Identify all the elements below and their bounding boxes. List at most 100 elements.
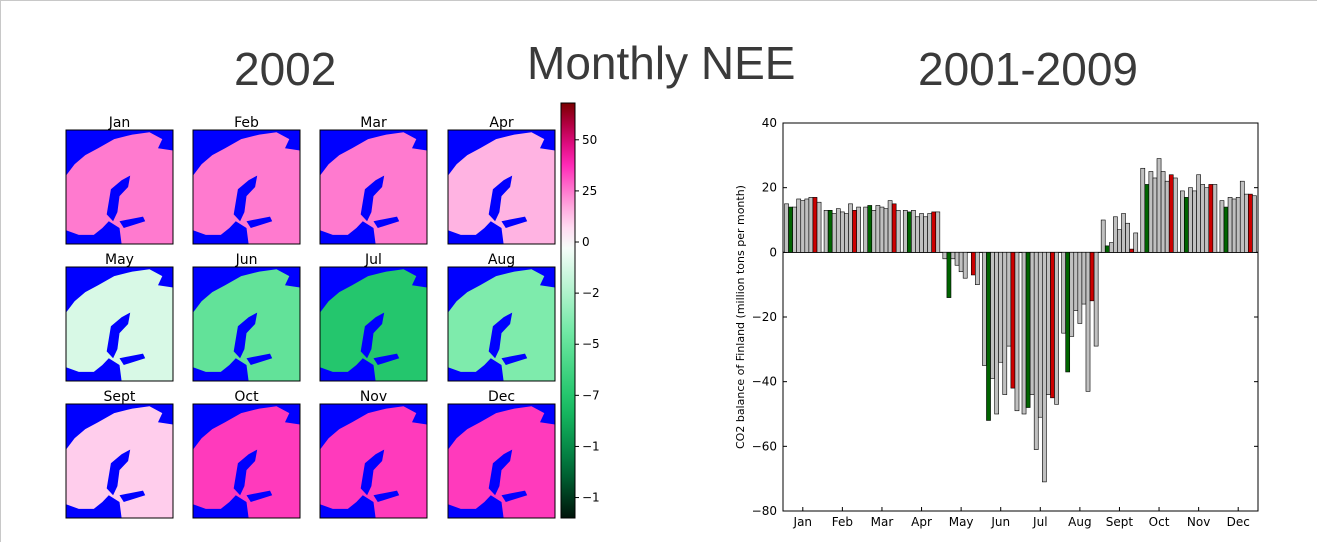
bar-sept-2007 (1125, 222, 1130, 253)
bar-aug-2004 (1073, 252, 1079, 311)
bar-jul-2003 (1029, 252, 1035, 395)
x-tick-label: Aug (1068, 515, 1091, 529)
map-frame (319, 403, 428, 519)
bar-dec-2004 (1231, 198, 1237, 253)
bar-mar-2002 (867, 205, 873, 253)
bar-nov-2007 (1204, 187, 1210, 253)
monthly-nee-map-grid: Jan Feb Mar Apr May Jun Jul Aug Sept Oct Nov Dec 50 2… (65, 102, 600, 519)
map-gulf-of-bothnia (360, 449, 385, 496)
bar-may-2005 (958, 252, 964, 273)
bar-jan-2004 (796, 198, 802, 253)
bar-jan-2002 (788, 206, 793, 253)
bar-may-2003 (950, 252, 956, 260)
bar-aug-2007 (1085, 252, 1091, 392)
map-frame (447, 403, 556, 519)
bar-nov-2001 (1180, 190, 1185, 253)
colorbar-tick-label: 0 (582, 235, 590, 249)
map-gulf-of-bothnia (360, 175, 385, 222)
bar-jun-2003 (990, 252, 995, 379)
map-panel-title: Jan (108, 115, 131, 131)
map-gulf-of-finland (119, 353, 146, 365)
map-panel-dec: Dec (447, 389, 556, 519)
map-panel-title: Mar (360, 115, 387, 131)
map-panel-title: Dec (488, 389, 515, 405)
y-tick-label: 40 (762, 116, 777, 130)
bar-nov-2009 (1212, 184, 1218, 253)
x-tick-label: Jan (793, 515, 813, 529)
bar-apr-2003 (911, 210, 916, 253)
y-tick-label: 20 (762, 181, 777, 195)
bar-apr-2006 (923, 216, 928, 253)
bar-nov-2004 (1192, 190, 1197, 253)
map-panel-title: Feb (234, 115, 259, 131)
map-frame (192, 129, 301, 245)
y-tick-label: −60 (752, 439, 777, 453)
map-panel-title: Aug (488, 252, 515, 268)
y-tick-label: −40 (752, 375, 777, 389)
bar-apr-2008 (931, 211, 937, 253)
bar-jul-2009 (1054, 252, 1059, 405)
bar-jan-2006 (804, 198, 810, 253)
bar-dec-2003 (1227, 197, 1233, 253)
colorbar-tick-label: −50 (582, 337, 600, 351)
map-panel-mar: Mar (319, 115, 428, 245)
bar-apr-2005 (919, 213, 924, 253)
x-tick-label: Dec (1227, 515, 1250, 529)
map-gulf-of-bothnia (233, 312, 258, 359)
map-gulf-of-finland (246, 216, 273, 228)
colorbar-tick-label: −125 (582, 491, 600, 505)
map-panel-nov: Nov (319, 389, 428, 519)
bar-feb-2001 (823, 210, 829, 253)
map-frame (65, 266, 174, 382)
bar-may-2002 (946, 252, 952, 298)
map-panel-jun: Jun (192, 252, 301, 382)
bar-sept-2006 (1121, 213, 1126, 253)
map-frame (447, 266, 556, 382)
map-panel-may: May (65, 252, 174, 382)
bar-mar-2003 (871, 210, 877, 253)
bar-dec-2001 (1219, 200, 1225, 253)
frame-border-top (0, 0, 1317, 1)
map-gulf-of-bothnia (360, 312, 385, 359)
bar-nov-2003 (1188, 187, 1193, 253)
bar-jan-2005 (800, 200, 806, 253)
bar-may-2001 (942, 252, 948, 260)
map-frame (319, 266, 428, 382)
bar-jun-2009 (1014, 252, 1020, 412)
bar-oct-2008 (1168, 174, 1174, 253)
map-panel-title: Sept (104, 389, 136, 405)
bar-feb-2007 (848, 203, 853, 253)
x-tick-label: May (949, 515, 974, 529)
x-tick-label: Jun (990, 515, 1010, 529)
bar-oct-2002 (1144, 184, 1150, 253)
map-gulf-of-bothnia (488, 449, 513, 496)
bar-apr-2002 (907, 211, 912, 253)
y-axis-label: CO2 balance of Finland (million tons per… (734, 185, 747, 449)
bar-plot-area (782, 122, 1259, 512)
bar-oct-2005 (1156, 158, 1162, 253)
bar-jul-2001 (1021, 252, 1027, 415)
bar-sept-2005 (1117, 229, 1122, 253)
bar-apr-2007 (927, 213, 933, 253)
bar-jun-2007 (1006, 252, 1012, 347)
bar-aug-2009 (1093, 252, 1099, 347)
x-tick-label: Mar (871, 515, 894, 529)
bar-feb-2002 (827, 210, 833, 253)
bar-jul-2006 (1042, 252, 1047, 483)
colorbar-tick-label: −25 (582, 286, 600, 300)
bar-aug-2005 (1077, 252, 1083, 324)
map-gulf-of-bothnia (106, 175, 131, 222)
map-frame (65, 129, 174, 245)
bar-nov-2005 (1196, 174, 1201, 253)
colorbar-tick-label: −100 (582, 439, 600, 453)
bar-dec-2005 (1235, 197, 1241, 253)
range-title: 2001-2009 (918, 43, 1138, 95)
map-gulf-of-bothnia (233, 449, 258, 496)
bar-feb-2009 (856, 206, 861, 253)
bar-oct-2006 (1160, 171, 1166, 253)
bar-jul-2002 (1025, 252, 1031, 408)
map-panel-feb: Feb (192, 115, 301, 245)
bar-nov-2002 (1184, 197, 1189, 253)
map-frame (192, 403, 301, 519)
bar-jun-2006 (1002, 252, 1008, 395)
